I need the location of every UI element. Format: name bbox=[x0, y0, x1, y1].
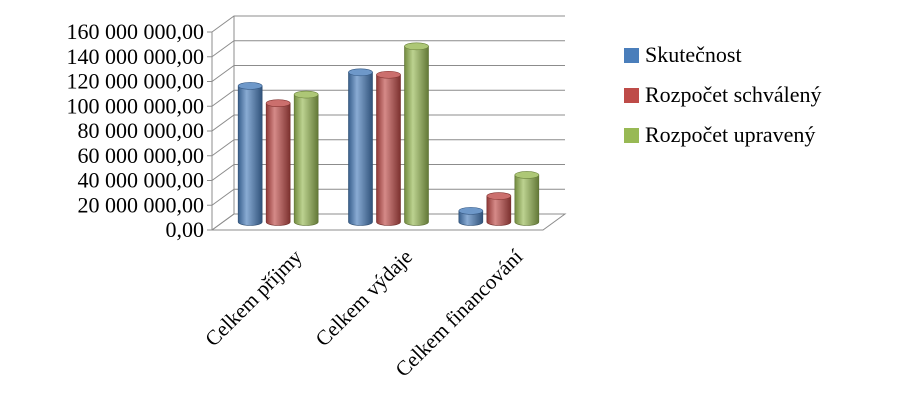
bar-top bbox=[265, 99, 291, 107]
bar-top bbox=[514, 171, 540, 179]
gridline bbox=[211, 40, 565, 58]
gridline bbox=[211, 89, 565, 107]
bar bbox=[348, 68, 373, 226]
y-tick-label: 120 000 000,00 bbox=[67, 69, 205, 94]
bar-body bbox=[486, 195, 512, 226]
legend-label: Rozpočet upravený bbox=[645, 122, 815, 147]
bar-body bbox=[237, 85, 263, 226]
legend-swatch bbox=[624, 48, 639, 63]
bar-body bbox=[458, 210, 484, 226]
y-tick-label: 60 000 000,00 bbox=[78, 143, 205, 168]
bar bbox=[458, 207, 484, 226]
bar bbox=[376, 70, 401, 226]
bar-body bbox=[348, 71, 373, 226]
legend-label: Rozpočet schválený bbox=[645, 82, 822, 107]
bar bbox=[265, 99, 291, 226]
gridlines bbox=[207, 15, 565, 231]
gridline bbox=[211, 139, 565, 157]
bar bbox=[237, 82, 263, 226]
bar bbox=[486, 192, 512, 226]
gridline bbox=[211, 114, 565, 132]
legend-label: Skutečnost bbox=[645, 42, 742, 67]
gridline bbox=[211, 164, 565, 181]
bar-body bbox=[293, 94, 319, 226]
y-tick-label: 0,00 bbox=[166, 217, 205, 242]
y-tick-label: 40 000 000,00 bbox=[78, 168, 205, 193]
bar-body bbox=[265, 102, 291, 226]
bars bbox=[237, 42, 540, 226]
bar-top bbox=[486, 192, 512, 200]
y-tick-label: 20 000 000,00 bbox=[78, 192, 205, 217]
bar-body bbox=[514, 174, 540, 226]
gridline bbox=[211, 65, 565, 82]
y-tick-label: 140 000 000,00 bbox=[67, 44, 205, 69]
legend-swatch bbox=[624, 128, 639, 143]
gridline bbox=[211, 15, 565, 33]
bar-top bbox=[293, 90, 319, 99]
bar-top bbox=[237, 82, 263, 90]
y-tick-label: 160 000 000,00 bbox=[67, 19, 205, 44]
legend: Skutečnost Rozpočet schválený Rozpočet upr… bbox=[624, 42, 822, 147]
gridline bbox=[211, 188, 565, 206]
gridline bbox=[211, 213, 565, 231]
bar-top bbox=[458, 207, 484, 215]
bar bbox=[293, 90, 319, 226]
bar bbox=[514, 171, 540, 226]
y-tick-label: 80 000 000,00 bbox=[78, 118, 205, 143]
x-category-label: Celkem výdaje bbox=[311, 245, 417, 351]
bar-top bbox=[404, 42, 429, 51]
legend-swatch bbox=[624, 88, 639, 103]
x-category-label: Celkem příjmy bbox=[200, 244, 307, 351]
y-tick-label: 100 000 000,00 bbox=[67, 93, 205, 118]
bar-body bbox=[404, 45, 429, 226]
bar bbox=[404, 42, 429, 226]
bar-body bbox=[376, 74, 401, 226]
bar-top bbox=[348, 68, 373, 77]
bar-top bbox=[376, 70, 401, 79]
